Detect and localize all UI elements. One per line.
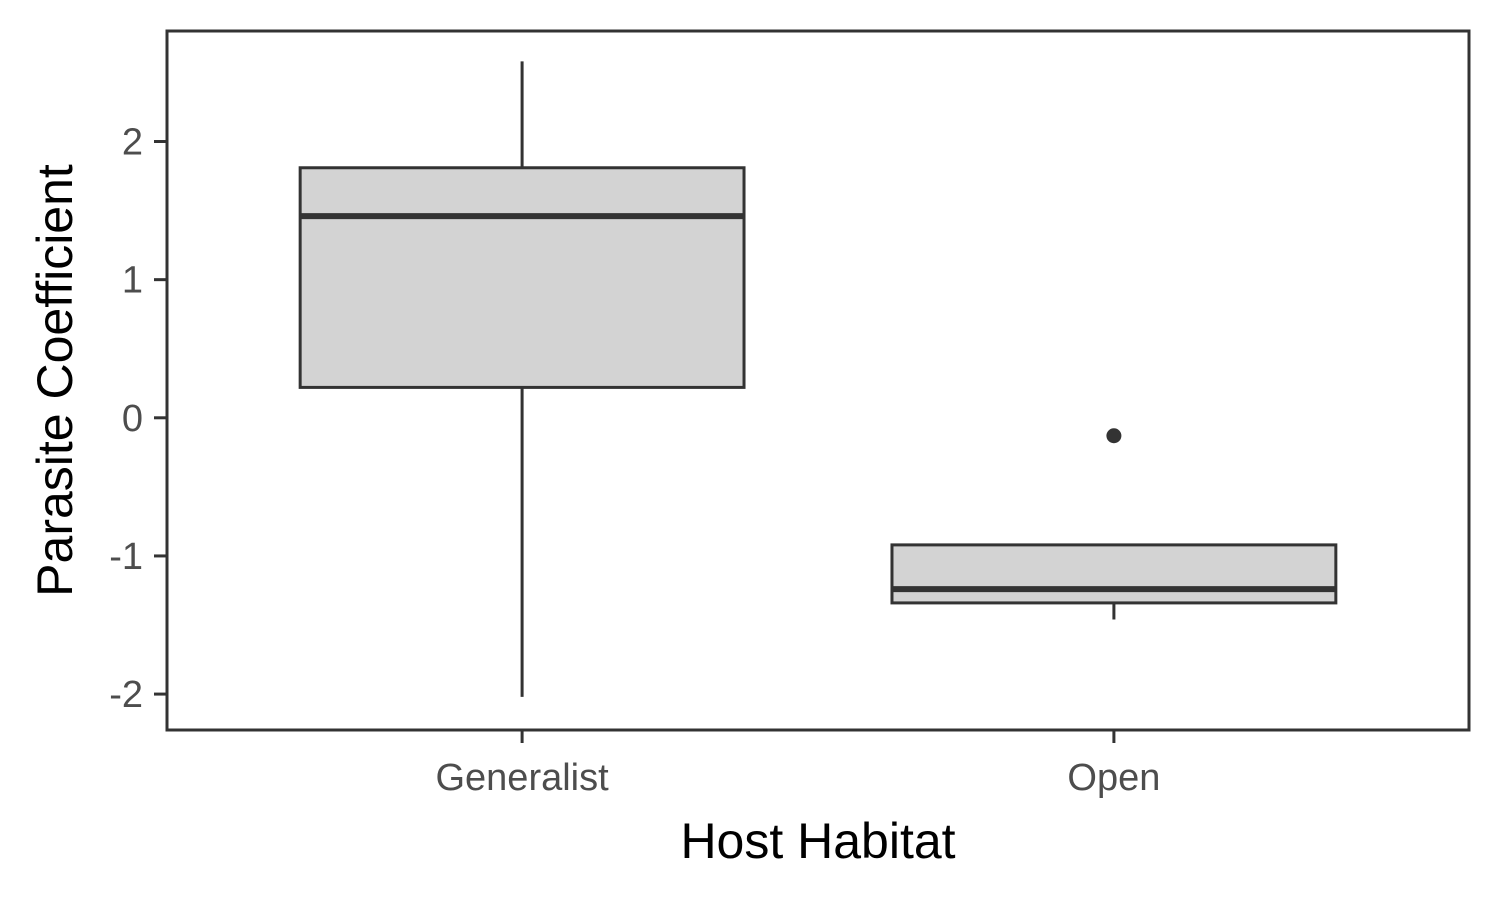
plot-panel-border — [165, 29, 1471, 732]
x-tick-label: Open — [1067, 757, 1160, 799]
x-tick-label: Generalist — [435, 757, 609, 799]
box-open — [890, 428, 1338, 620]
y-tick-label: 2 — [122, 122, 143, 164]
outlier-point — [1106, 428, 1122, 444]
y-tick-label: -2 — [109, 674, 143, 716]
iqr-box — [890, 543, 1338, 605]
iqr-box — [298, 166, 746, 389]
boxes-layer — [298, 61, 1338, 697]
y-tick-label: 0 — [122, 398, 143, 440]
y-tick-label: -1 — [109, 536, 143, 578]
y-tick-label: 1 — [122, 260, 143, 302]
x-axis: Generalist Open — [435, 730, 1160, 799]
y-axis-title: Parasite Coefficient — [27, 164, 83, 597]
y-axis: -2 -1 0 1 2 — [109, 122, 167, 716]
x-axis-title: Host Habitat — [680, 813, 955, 869]
box-generalist — [298, 61, 746, 697]
